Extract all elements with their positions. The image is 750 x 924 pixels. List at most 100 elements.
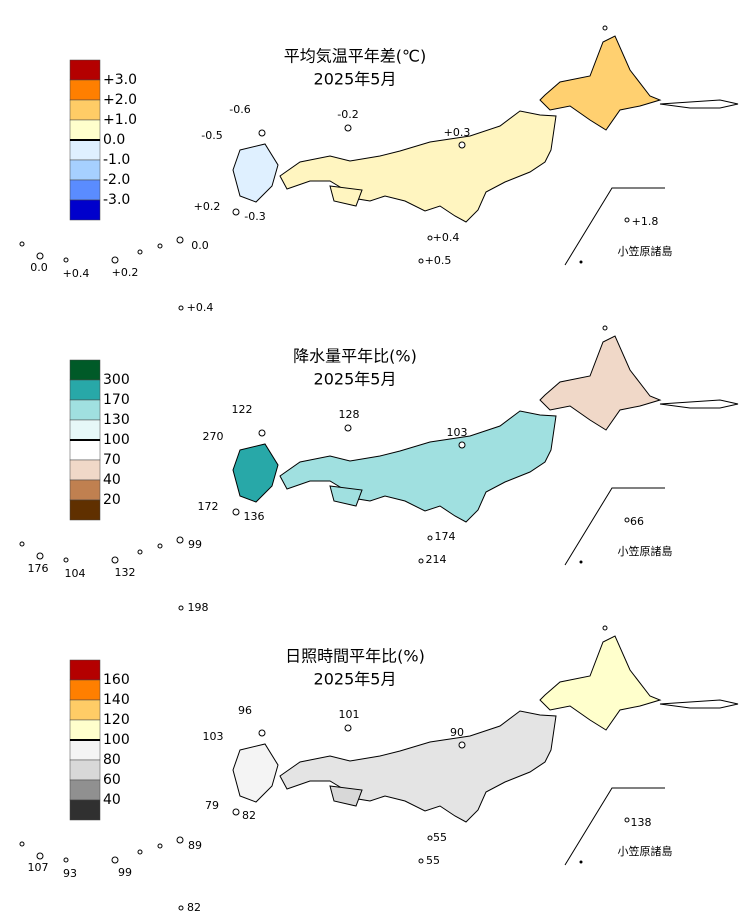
hokkaido — [539, 335, 662, 431]
map-label: 99 — [188, 538, 202, 551]
japan-outline — [19, 25, 739, 311]
legend-swatch — [69, 739, 101, 761]
map-label: 0.0 — [30, 261, 48, 274]
map-label: -0.3 — [244, 210, 265, 223]
legend-label: 100 — [103, 732, 130, 748]
map-label: +0.5 — [425, 254, 452, 267]
bonin-frame — [564, 187, 665, 266]
japan-outline — [19, 625, 739, 911]
map-label: 82 — [242, 809, 256, 822]
map-label: 176 — [28, 562, 49, 575]
shikoku — [329, 485, 363, 507]
sakhalin-islands — [659, 699, 739, 709]
map-label: -0.2 — [337, 108, 358, 121]
legend-swatch — [69, 659, 101, 681]
legend-label: 300 — [103, 372, 130, 388]
legend-swatch — [69, 799, 101, 821]
map-label: 82 — [187, 901, 201, 914]
map-label: +0.3 — [444, 126, 471, 139]
map-label: 66 — [630, 515, 644, 528]
legend-swatch — [69, 439, 101, 461]
japan-map — [19, 625, 739, 911]
map-label: 172 — [198, 500, 219, 513]
legend-label: 120 — [103, 712, 130, 728]
legend-label: 160 — [103, 672, 130, 688]
honshu — [279, 410, 557, 523]
legend-swatch — [69, 779, 101, 801]
legend-swatch — [69, 379, 101, 401]
map-label: 128 — [339, 408, 360, 421]
kyushu — [232, 743, 279, 803]
panel: 降水量平年比(%) 2025年5月 300 170 130 100 70 40 20 122 128… — [19, 325, 739, 614]
panel: 平均気温平年差(℃) 2025年5月 +3.0 +2.0 +1.0 0.0 -1.0 -2.0… — [19, 25, 739, 314]
legend-swatch — [69, 139, 101, 161]
shikoku — [329, 785, 363, 807]
legend-swatch — [69, 199, 101, 221]
shikoku — [329, 185, 363, 207]
legend-swatch — [69, 479, 101, 501]
panel: 日照時間平年比(%) 2025年5月 160 140 120 100 80 60 40 96 101… — [19, 625, 739, 914]
panel-title: 降水量平年比(%) — [293, 347, 417, 366]
map-label: 107 — [28, 861, 49, 874]
legend-label: 100 — [103, 432, 130, 448]
legend-label: -2.0 — [103, 172, 130, 188]
legend-label: 40 — [103, 792, 121, 808]
map-label: 122 — [232, 403, 253, 416]
map-label: 104 — [65, 567, 86, 580]
legend-swatch — [69, 459, 101, 481]
map-label: 103 — [203, 730, 224, 743]
legend-label: 0.0 — [103, 132, 125, 148]
panel-title: 平均気温平年差(℃) — [284, 47, 426, 66]
bonin-frame — [564, 487, 665, 566]
map-label: 136 — [244, 510, 265, 523]
legend-swatch — [69, 159, 101, 181]
japan-outline — [19, 325, 739, 611]
map-label: 小笠原諸島 — [618, 844, 673, 858]
map-label: 55 — [433, 831, 447, 844]
legend-swatch — [69, 359, 101, 381]
legend-swatch — [69, 719, 101, 741]
legend-label: 170 — [103, 392, 130, 408]
legend-swatch — [69, 699, 101, 721]
legend-label: 40 — [103, 472, 121, 488]
panel-subtitle: 2025年5月 — [314, 370, 397, 389]
map-label: +0.4 — [63, 267, 90, 280]
sakhalin-islands — [659, 399, 739, 409]
legend-label: 60 — [103, 772, 121, 788]
honshu — [279, 110, 557, 223]
map-label: 174 — [435, 530, 456, 543]
map-label: -0.6 — [229, 103, 250, 116]
map-label: 101 — [339, 708, 360, 721]
legend-label: 80 — [103, 752, 121, 768]
legend-swatch — [69, 499, 101, 521]
legend-label: 140 — [103, 692, 130, 708]
map-label: +1.8 — [632, 215, 659, 228]
map-label: -0.5 — [201, 129, 222, 142]
legend-label: +2.0 — [103, 92, 137, 108]
legend-label: 130 — [103, 412, 130, 428]
map-label: 96 — [238, 704, 252, 717]
map-label: 79 — [205, 799, 219, 812]
map-label: 214 — [426, 553, 447, 566]
map-label: +0.4 — [187, 301, 214, 314]
map-label: 55 — [426, 854, 440, 867]
map-label: +0.4 — [433, 231, 460, 244]
map-label: 138 — [631, 816, 652, 829]
japan-map — [19, 325, 739, 611]
map-label: 132 — [115, 566, 136, 579]
legend-swatch — [69, 119, 101, 141]
map-label: 90 — [450, 726, 464, 739]
map-label: 99 — [118, 866, 132, 879]
map-label: 93 — [63, 867, 77, 880]
bonin-frame — [564, 787, 665, 866]
map-label: 小笠原諸島 — [618, 544, 673, 558]
legend-swatch — [69, 179, 101, 201]
panel-subtitle: 2025年5月 — [314, 70, 397, 89]
legend-swatch — [69, 399, 101, 421]
map-label: 198 — [188, 601, 209, 614]
legend-swatch — [69, 759, 101, 781]
legend-swatch — [69, 79, 101, 101]
kyushu — [232, 443, 279, 503]
panels: 平均気温平年差(℃) 2025年5月 +3.0 +2.0 +1.0 0.0 -1.0 -2.0… — [19, 25, 739, 914]
